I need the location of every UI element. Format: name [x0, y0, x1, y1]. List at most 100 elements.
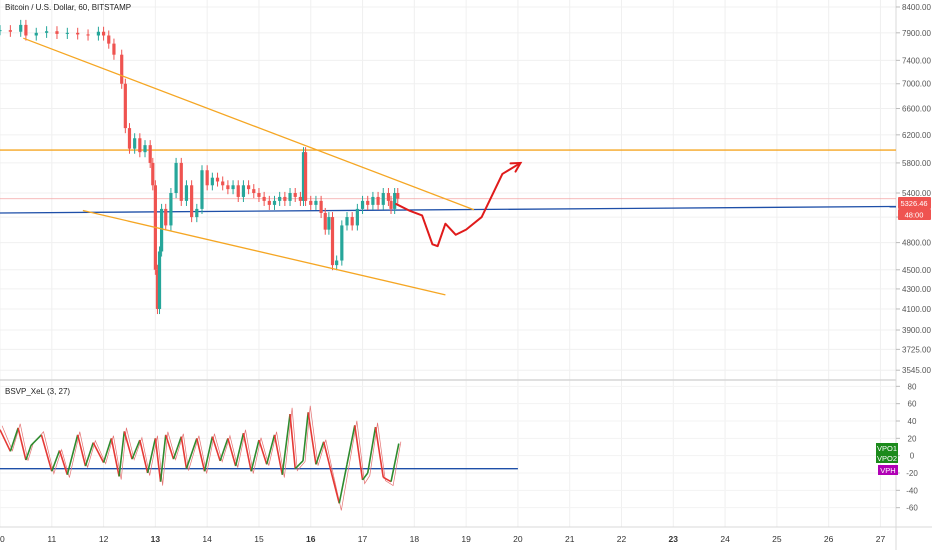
indicator-tick-label: 0 — [910, 452, 915, 461]
candle-body — [236, 185, 240, 197]
price-tick-label: 5400.00 — [902, 189, 931, 198]
indicator-segment — [361, 472, 369, 481]
price-tick-label: 3725.00 — [902, 345, 931, 354]
upper-channel-trendline — [23, 37, 475, 211]
candle-body — [267, 200, 271, 205]
candle-body — [200, 170, 204, 209]
drawing-levels — [0, 149, 897, 214]
candle-body — [241, 185, 246, 197]
candle-body — [278, 196, 282, 201]
candle-body — [393, 193, 397, 209]
indicator-signal-line — [1, 405, 402, 511]
indicator-segment — [180, 436, 188, 469]
indicator-segment — [0, 429, 12, 452]
indicator-tick-label: -20 — [906, 469, 918, 478]
candle-body — [210, 177, 214, 186]
time-axis[interactable]: 10 11 12 13 14 15 16 17 18 19 20 21 22 23 24 25 26 27 — [0, 534, 885, 544]
countdown-label: 48:00 — [905, 211, 924, 220]
projection-arrowhead — [509, 161, 523, 173]
indicator-segment — [25, 445, 32, 461]
candle-body — [350, 217, 354, 226]
indicator-segment — [219, 438, 229, 462]
indicator-segment — [196, 438, 206, 472]
indicator-segment — [146, 438, 157, 474]
indicator-segment — [302, 412, 309, 461]
candle-body — [112, 43, 116, 55]
candle-body — [309, 200, 313, 205]
projection-path — [395, 161, 522, 248]
candle-body — [283, 196, 287, 201]
indicator-tick-label: -60 — [906, 504, 918, 513]
candle-body — [381, 193, 385, 205]
time-tick-label: 23 — [669, 534, 679, 544]
indicator-segment — [227, 438, 237, 467]
time-tick-label: 27 — [876, 534, 886, 544]
candle-body — [323, 212, 327, 230]
candle-body — [101, 31, 106, 36]
candle-body — [252, 189, 256, 194]
time-tick-label: 15 — [254, 534, 264, 544]
candle-body — [226, 185, 230, 190]
candle-body — [45, 31, 49, 33]
price-tick-label: 4100.00 — [902, 305, 931, 314]
indicator-segment — [118, 431, 126, 477]
candle-body — [319, 200, 323, 213]
indicator-segment — [211, 436, 221, 462]
vph-tag: VPH — [880, 466, 895, 475]
candle-body — [205, 170, 209, 186]
indicator-segment — [330, 472, 341, 504]
candle-body — [164, 208, 168, 226]
indicator-segment — [17, 427, 27, 461]
indicator-segment — [390, 443, 400, 482]
indicator-segment — [9, 427, 19, 452]
indicator-segment — [76, 434, 87, 467]
price-tick-label: 5800.00 — [902, 159, 931, 168]
time-tick-label: 25 — [772, 534, 782, 544]
candle-body — [330, 217, 335, 266]
indicator-segment — [164, 434, 175, 460]
candle-body — [386, 193, 391, 201]
price-tick-label: 8400.00 — [902, 3, 931, 12]
indicator-segment — [172, 436, 183, 460]
price-tick-label: 6200.00 — [902, 131, 931, 140]
candle-body — [133, 138, 137, 149]
candle-body — [8, 30, 12, 32]
candle-body — [0, 30, 2, 32]
candle-body — [340, 225, 344, 261]
lower-channel-trendline — [82, 209, 446, 296]
indicator-segment — [322, 441, 333, 474]
indicator-segment — [281, 413, 291, 475]
indicator-axis[interactable]: 80 60 40 20 0 -20 -40 -60 — [896, 382, 918, 513]
candle-body — [360, 200, 365, 209]
candle-body — [169, 193, 173, 226]
candle-body — [303, 152, 308, 201]
indicator-segment — [366, 426, 377, 474]
price-tick-label: 4500.00 — [902, 266, 931, 275]
candle-body — [396, 193, 400, 199]
indicator-segment — [66, 434, 79, 475]
indicator-segment — [315, 441, 325, 465]
candle-body — [143, 145, 147, 153]
candle-body — [314, 200, 318, 205]
grid — [0, 0, 896, 527]
candles — [0, 19, 400, 315]
support-line — [0, 205, 897, 214]
candle-body — [376, 196, 380, 205]
vpo1-tag: VPO1 — [877, 444, 897, 453]
price-tick-label: 4300.00 — [902, 285, 931, 294]
indicator-segment — [123, 431, 133, 460]
candle-body — [247, 185, 251, 190]
current-price-label: 5326.46 — [900, 199, 927, 208]
candle-body — [262, 196, 266, 201]
indicator-segment — [382, 476, 392, 483]
price-axis[interactable]: 8400.00 7900.00 7400.00 7000.00 6600.00 6200.… — [896, 3, 931, 375]
candle-body — [366, 200, 370, 205]
time-tick-label: 16 — [306, 534, 316, 544]
candle-body — [257, 193, 261, 197]
indicator-segment — [307, 412, 317, 465]
candle-body — [76, 32, 80, 35]
candle-body — [327, 217, 331, 230]
candle-body — [231, 185, 235, 190]
indicator-tick-label: 40 — [908, 417, 917, 426]
